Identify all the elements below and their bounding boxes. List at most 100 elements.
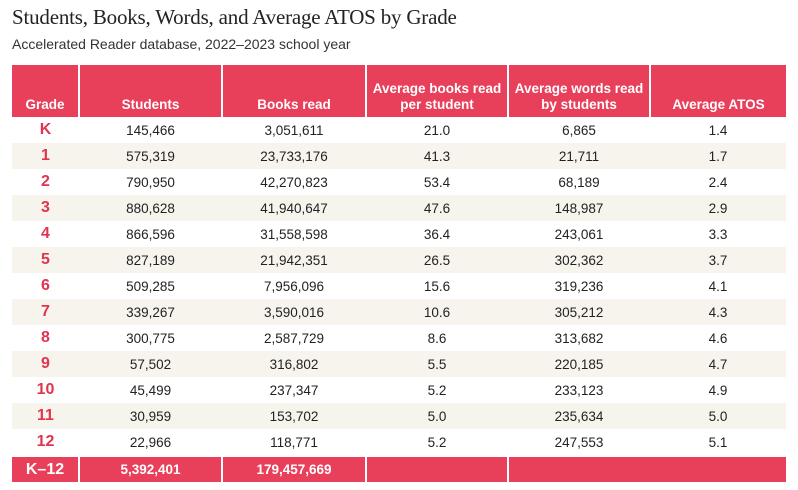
cell-avg-atos: 4.7 [650, 351, 786, 377]
header-students: Students [78, 65, 222, 117]
cell-avg-books: 8.6 [427, 330, 447, 346]
total-grade: K–12 [12, 455, 79, 482]
cell-avg-words: 6,865 [562, 122, 596, 138]
cell-students: 30,959 [79, 403, 222, 429]
cell-grade: 11 [12, 403, 79, 429]
cell-avg-books: 15.6 [423, 278, 451, 294]
cell-books-read: 31,558,598 [260, 226, 328, 242]
table-row: 6 509,285 7,956,096 15.6 319,236 4.1 [12, 273, 786, 299]
cell-avg-atos: 4.9 [708, 382, 728, 398]
cell-students: 866,596 [126, 226, 175, 242]
cell-students: 300,775 [126, 330, 175, 346]
cell-avg-books: 26.5 [366, 247, 508, 273]
cell-avg-words: 233,123 [554, 382, 604, 398]
cell-avg-words: 235,634 [508, 403, 650, 429]
cell-avg-words: 243,061 [554, 226, 604, 242]
table-row: 12 22,966 118,771 5.2 247,553 5.1 [12, 429, 786, 456]
cell-grade: 12 [36, 433, 55, 450]
cell-avg-atos: 2.4 [708, 174, 728, 190]
cell-avg-atos: 5.1 [708, 434, 728, 450]
table-row: 5 827,189 21,942,351 26.5 302,362 3.7 [12, 247, 786, 273]
cell-avg-atos: 2.9 [650, 195, 786, 221]
table-row: 4 866,596 31,558,598 36.4 243,061 3.3 [12, 221, 786, 247]
cell-avg-books: 41.3 [366, 143, 508, 169]
cell-grade: 4 [41, 225, 50, 242]
cell-grade: 5 [12, 247, 79, 273]
total-books: 179,457,669 [221, 455, 366, 482]
table-row: 3 880,628 41,940,647 47.6 148,987 2.9 [12, 195, 786, 221]
cell-avg-words: 21,711 [508, 143, 650, 169]
table-row: 1 575,319 23,733,176 41.3 21,711 1.7 [12, 143, 786, 169]
cell-avg-words: 247,553 [554, 434, 604, 450]
cell-avg-words: 305,212 [508, 299, 650, 325]
cell-avg-words: 302,362 [508, 247, 650, 273]
cell-avg-atos: 5.0 [650, 403, 786, 429]
cell-grade: K [39, 121, 52, 138]
cell-books-read: 23,733,176 [222, 143, 366, 169]
cell-avg-books: 53.4 [423, 174, 451, 190]
cell-grade: 6 [41, 277, 50, 294]
cell-books-read: 237,347 [269, 382, 319, 398]
cell-avg-books: 47.6 [366, 195, 508, 221]
table-row: 9 57,502 316,802 5.5 220,185 4.7 [12, 351, 786, 377]
cell-avg-atos: 1.4 [708, 122, 728, 138]
cell-books-read: 41,940,647 [222, 195, 366, 221]
total-students: 5,392,401 [78, 455, 222, 482]
cell-grade: 8 [41, 329, 50, 346]
cell-students: 145,466 [126, 122, 175, 138]
header-avg-words: Average words read by students [507, 65, 650, 117]
cell-avg-words: 148,987 [508, 195, 650, 221]
table-row: 8 300,775 2,587,729 8.6 313,682 4.6 [12, 325, 786, 351]
cell-books-read: 118,771 [270, 434, 318, 450]
cell-grade: 7 [12, 299, 79, 325]
cell-books-read: 316,802 [222, 351, 366, 377]
cell-books-read: 3,051,611 [264, 122, 324, 138]
cell-avg-atos: 1.7 [650, 143, 786, 169]
cell-grade: 2 [41, 173, 50, 190]
total-empty-cell [365, 455, 508, 482]
total-row: K–12 5,392,401 179,457,669 [12, 455, 786, 482]
cell-avg-books: 36.4 [423, 226, 451, 242]
table-row: 2 790,950 42,270,823 53.4 68,189 2.4 [12, 169, 786, 195]
cell-avg-atos: 3.3 [708, 226, 728, 242]
cell-students: 339,267 [79, 299, 222, 325]
cell-grade: 3 [12, 195, 79, 221]
cell-students: 790,950 [126, 174, 175, 190]
cell-avg-books: 5.2 [427, 382, 447, 398]
header-avg-atos: Average ATOS [649, 65, 786, 117]
cell-students: 509,285 [126, 278, 175, 294]
cell-avg-books: 5.2 [427, 434, 447, 450]
cell-avg-books: 5.5 [366, 351, 508, 377]
header-grade: Grade [12, 65, 79, 117]
cell-avg-books: 5.0 [366, 403, 508, 429]
cell-students: 57,502 [79, 351, 222, 377]
cell-books-read: 42,270,823 [260, 174, 328, 190]
cell-grade: 9 [12, 351, 79, 377]
header-avg-books: Average books read per student [365, 65, 508, 117]
table-header-row: Grade Students Books read Average books … [12, 65, 786, 117]
cell-avg-atos: 4.1 [708, 278, 728, 294]
grade-stats-table: Grade Students Books read Average books … [12, 65, 786, 482]
cell-avg-words: 313,682 [554, 330, 604, 346]
table-row: 7 339,267 3,590,016 10.6 305,212 4.3 [12, 299, 786, 325]
cell-avg-atos: 3.7 [650, 247, 786, 273]
cell-books-read: 153,702 [222, 403, 366, 429]
cell-avg-words: 68,189 [558, 174, 600, 190]
cell-grade: 1 [12, 143, 79, 169]
cell-books-read: 21,942,351 [222, 247, 366, 273]
cell-avg-books: 21.0 [423, 122, 451, 138]
cell-avg-words: 319,236 [554, 278, 604, 294]
cell-books-read: 2,587,729 [263, 330, 325, 346]
cell-avg-words: 220,185 [508, 351, 650, 377]
cell-books-read: 7,956,096 [263, 278, 325, 294]
cell-grade: 10 [36, 381, 55, 398]
cell-students: 827,189 [79, 247, 222, 273]
cell-avg-atos: 4.3 [650, 299, 786, 325]
cell-avg-books: 10.6 [366, 299, 508, 325]
page-subtitle: Accelerated Reader database, 2022–2023 s… [12, 36, 351, 52]
total-empty-cell [507, 455, 786, 482]
table-row: K 145,466 3,051,611 21.0 6,865 1.4 [12, 117, 786, 143]
cell-avg-atos: 4.6 [708, 330, 728, 346]
table-row: 10 45,499 237,347 5.2 233,123 4.9 [12, 377, 786, 403]
cell-books-read: 3,590,016 [222, 299, 366, 325]
